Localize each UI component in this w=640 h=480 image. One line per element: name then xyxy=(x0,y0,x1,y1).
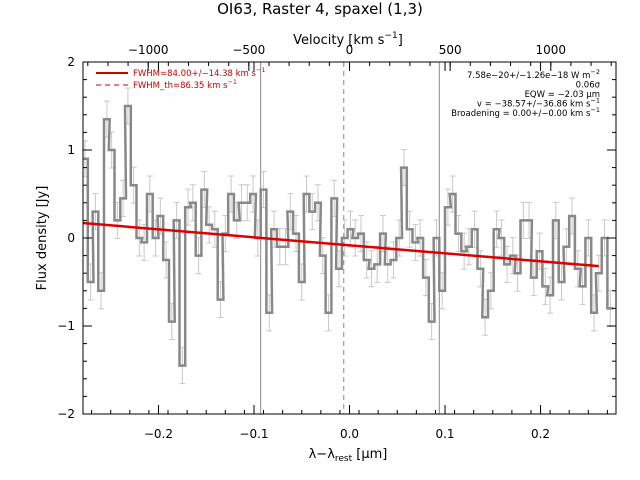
flux-step-line xyxy=(83,104,614,367)
y-tick-label: 0 xyxy=(67,231,75,245)
red-fit-line xyxy=(82,221,599,268)
x-tick-label: −0.2 xyxy=(144,427,173,441)
velocity-tick-label: −500 xyxy=(232,43,265,57)
svg-text:λ−λrest [μm]: λ−λrest [μm] xyxy=(309,447,388,464)
top-axis-label-text: Velocity [km s xyxy=(293,33,385,48)
x-tick-label: 0.0 xyxy=(340,427,359,441)
x-axis-label-sub: rest xyxy=(335,454,353,464)
annotation-line-3: v = −38.57+/−36.86 km s−1 xyxy=(477,97,600,110)
annotation-line-2: EQW = −2.03 μm xyxy=(525,90,600,100)
y-axis-label: Flux density [Jy] xyxy=(35,186,50,291)
top-axis-label-end: ] xyxy=(398,33,403,48)
velocity-tick-label: 0 xyxy=(346,43,354,57)
y-tick-label: 1 xyxy=(67,143,75,157)
svg-text:Velocity [km s−1]: Velocity [km s−1] xyxy=(293,31,403,48)
velocity-tick-label: 1000 xyxy=(536,43,567,57)
y-tick-label: 2 xyxy=(67,55,75,69)
x-tick-label: −0.1 xyxy=(239,427,268,441)
annotation-line-1: 0.06σ xyxy=(576,81,601,91)
top-axis: −1000 −500 0 500 1000 xyxy=(87,43,612,71)
x-tick-label: 0.2 xyxy=(531,427,550,441)
y-tick-label: −2 xyxy=(57,407,75,421)
x-axis-label: λ−λrest [μm] xyxy=(309,447,388,464)
bottom-axis: −0.2 −0.1 0.0 0.1 0.2 xyxy=(91,62,608,441)
velocity-tick-label: −1000 xyxy=(128,43,169,57)
x-tick-label: 0.1 xyxy=(435,427,454,441)
y-tick-label: −1 xyxy=(57,319,75,333)
top-axis-label-sup: −1 xyxy=(384,31,397,41)
top-axis-label: Velocity [km s−1] xyxy=(293,31,403,48)
annotation-line-0: 7.58e−20+/−1.26e−18 W m−2 xyxy=(467,68,600,81)
velocity-tick-label: 500 xyxy=(439,43,462,57)
x-axis-label-unit: [μm] xyxy=(352,447,387,462)
x-axis-label-text: λ−λ xyxy=(309,447,336,462)
legend-label-1: FWHM_th=86.35 km s−1 xyxy=(133,78,237,91)
left-axis: −2 −1 0 1 2 xyxy=(57,55,616,421)
fit-line xyxy=(82,221,599,268)
chart-title: OI63, Raster 4, spaxel (1,3) xyxy=(217,0,423,18)
flux-step-series xyxy=(83,104,614,367)
legend-label-0: FWHM=84.00+/−14.38 km s−1 xyxy=(133,66,266,79)
annotation-line-4: Broadening = 0.00+/−0.00 km s−1 xyxy=(451,106,600,119)
